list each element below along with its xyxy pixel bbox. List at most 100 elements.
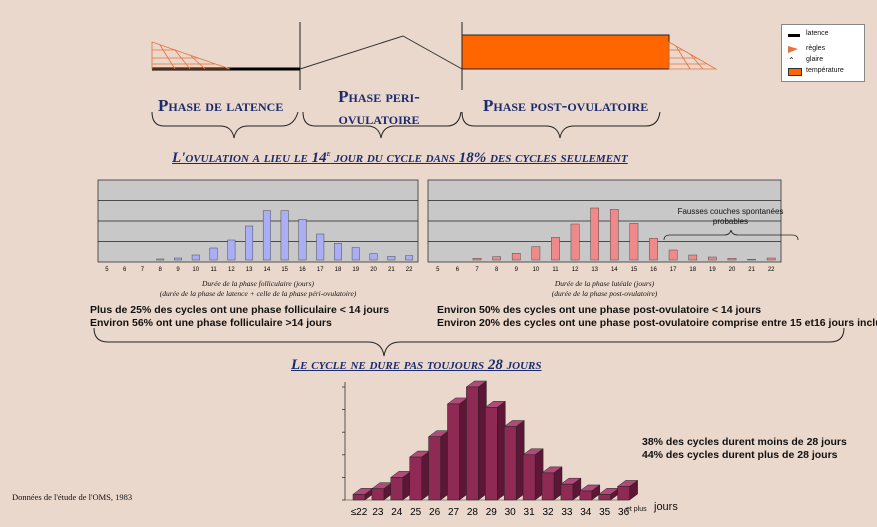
stat-line: Plus de 25% des cycles ont une phase fol… <box>90 304 390 316</box>
cycle-stats: 38% des cycles durent moins de 28 jours … <box>642 436 847 462</box>
bar <box>590 207 600 261</box>
bar <box>174 257 182 261</box>
bottom-brace <box>93 327 845 357</box>
bar <box>503 426 517 501</box>
x-tick-label: 6 <box>123 267 127 273</box>
phase-braces <box>151 111 661 139</box>
x-tick-label: 5 <box>105 267 109 273</box>
bar <box>227 239 236 261</box>
stat-line: Environ 50% des cycles ont une phase pos… <box>437 304 762 316</box>
x-tick-label: 19 <box>709 267 716 273</box>
legend-label: glaire <box>806 56 824 63</box>
stat-line: 38% des cycles durent moins de 28 jours <box>642 436 847 448</box>
x-tick-label: 22 <box>768 267 775 273</box>
x-tick-label: 11 <box>552 267 559 273</box>
bar <box>447 403 460 501</box>
menses-hatch-left <box>151 41 231 70</box>
x-tick-label: 9 <box>176 267 180 273</box>
bar <box>280 210 289 261</box>
x-tick-label: 18 <box>335 267 342 273</box>
x-tick-label: 22 <box>406 267 413 273</box>
banner-sup: e <box>326 148 331 158</box>
x-tick-label: 8 <box>495 267 499 273</box>
phase-post-label: Phase post-ovulatoire <box>483 96 649 115</box>
bar <box>409 456 422 501</box>
x-tick-label: 31 <box>524 507 536 518</box>
stat-line: Environ 56% ont une phase folliculaire >… <box>90 317 332 329</box>
bar <box>351 247 360 261</box>
stat-line: 44% des cycles durent plus de 28 jours <box>642 449 838 461</box>
follicular-stats: Plus de 25% des cycles ont une phase fol… <box>90 304 389 330</box>
bar <box>668 249 678 261</box>
bar <box>428 436 441 501</box>
x-suffix-small: et plus <box>626 506 647 513</box>
annotation-bracket <box>663 229 799 241</box>
phase-latence-label: Phase de latence <box>158 96 284 115</box>
menses-hatch-right <box>668 41 718 70</box>
x-tick-label: 7 <box>141 267 145 273</box>
x-tick-label: 25 <box>410 507 422 518</box>
bar <box>387 256 396 261</box>
x-tick-label: 21 <box>748 267 755 273</box>
bar <box>492 256 501 261</box>
bar <box>560 483 574 501</box>
banner-before: L'ovulation a lieu le 14 <box>172 150 327 166</box>
x-tick-label: 6 <box>456 267 460 273</box>
x-tick-label: 15 <box>281 267 288 273</box>
follicular-caption-line1: Durée de la phase folliculaire (jours) <box>202 279 314 288</box>
bar <box>708 256 717 261</box>
cycle-schematic <box>93 22 845 357</box>
x-tick-label: ≤22 <box>351 507 368 518</box>
x-suffix: jours <box>654 501 678 513</box>
bar <box>522 454 536 501</box>
legend-item-latence: latence <box>788 30 829 37</box>
x-tick-label: 16 <box>299 267 306 273</box>
bar <box>334 243 342 261</box>
phase-peri-line1: Phase peri- <box>338 87 420 106</box>
bar <box>245 225 254 261</box>
legend-label: température <box>806 67 844 74</box>
x-tick-label: 23 <box>372 507 384 518</box>
bar <box>262 210 271 261</box>
bar <box>531 246 541 261</box>
legend-item-temperature: température <box>788 67 844 76</box>
bar <box>579 490 593 501</box>
cycle-length-chart: ≤22 23 24 25 26 27 28 29 30 31 32 33 34 35 36 <box>342 380 639 518</box>
x-tick-label: 5 <box>436 267 440 273</box>
x-tick-label: 19 <box>352 267 359 273</box>
bar <box>371 488 385 501</box>
bar <box>369 253 378 261</box>
ovulation-banner: L'ovulation a lieu le 14e jour du cycle … <box>172 148 628 167</box>
x-tick-label: 20 <box>370 267 377 273</box>
x-tick-label: 8 <box>159 267 163 273</box>
miscarriage-annotation: Fausses couches spontanées probables <box>677 207 784 226</box>
legend-label: latence <box>806 30 829 37</box>
x-tick-label: 18 <box>689 267 696 273</box>
bar <box>747 259 756 261</box>
x-tick-label: 20 <box>729 267 736 273</box>
follicular-caption-line2: (durée de la phase de latence + celle de… <box>159 289 357 298</box>
legend-item-regles: règles <box>788 45 825 53</box>
bar <box>316 233 325 261</box>
luteal-chart: 5 6 7 8 9 10 11 12 13 14 15 16 17 18 19 20 21 22 <box>427 179 799 273</box>
x-tick-label: 33 <box>561 507 573 518</box>
bar <box>298 219 307 261</box>
bar <box>766 257 776 261</box>
x-tick-label: 12 <box>228 267 235 273</box>
bar <box>551 237 560 261</box>
bar <box>352 494 366 501</box>
bar <box>485 407 498 501</box>
banner-after: jour du cycle dans 18% des cycles seulem… <box>330 150 628 166</box>
bar <box>570 223 580 261</box>
x-tick-label: 13 <box>591 267 598 273</box>
x-tick-label: 36 <box>618 507 630 518</box>
x-tick-label: 35 <box>599 507 611 518</box>
x-tick-label: 24 <box>391 507 403 518</box>
phase-peri-label: Phase peri- ovulatoire <box>318 86 440 130</box>
x-tick-label: 17 <box>670 267 677 273</box>
luteal-caption-line1: Durée de la phase lutéale (jours) <box>554 279 655 288</box>
x-tick-label: 11 <box>210 267 217 273</box>
luteal-caption: Durée de la phase lutéale (jours) (durée… <box>428 279 781 299</box>
mucus-curve <box>299 35 463 70</box>
x-tick-label: 28 <box>467 507 479 518</box>
